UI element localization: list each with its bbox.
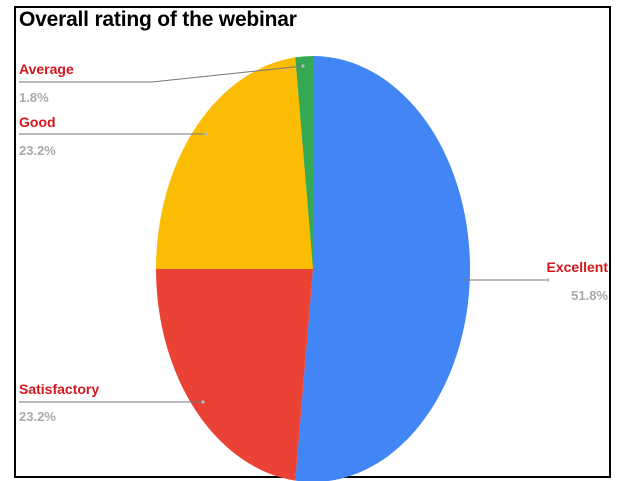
slice-label-average: Average xyxy=(19,61,74,77)
leader-line-average xyxy=(19,65,304,83)
chart-title: Overall rating of the webinar xyxy=(19,8,297,31)
slice-label-good: Good xyxy=(19,114,56,130)
pie-slice-excellent xyxy=(295,56,471,481)
slice-value-label-satisfactory: 23.2% xyxy=(19,409,56,424)
leader-dot-good xyxy=(204,132,208,136)
slice-label-satisfactory: Satisfactory xyxy=(19,381,99,397)
leader-dot-excellent xyxy=(546,278,550,282)
leader-dot-satisfactory xyxy=(201,400,205,404)
slice-value-label-good: 23.2% xyxy=(19,143,56,158)
pie-slice-good xyxy=(156,57,313,269)
slice-value-label-average: 1.8% xyxy=(19,90,49,105)
pie-slice-satisfactory xyxy=(156,269,313,481)
pie-slice-average xyxy=(295,56,313,269)
leader-dot-average xyxy=(301,64,305,68)
slice-value-label-excellent: 51.8% xyxy=(571,288,608,303)
slice-label-excellent: Excellent xyxy=(547,259,609,275)
